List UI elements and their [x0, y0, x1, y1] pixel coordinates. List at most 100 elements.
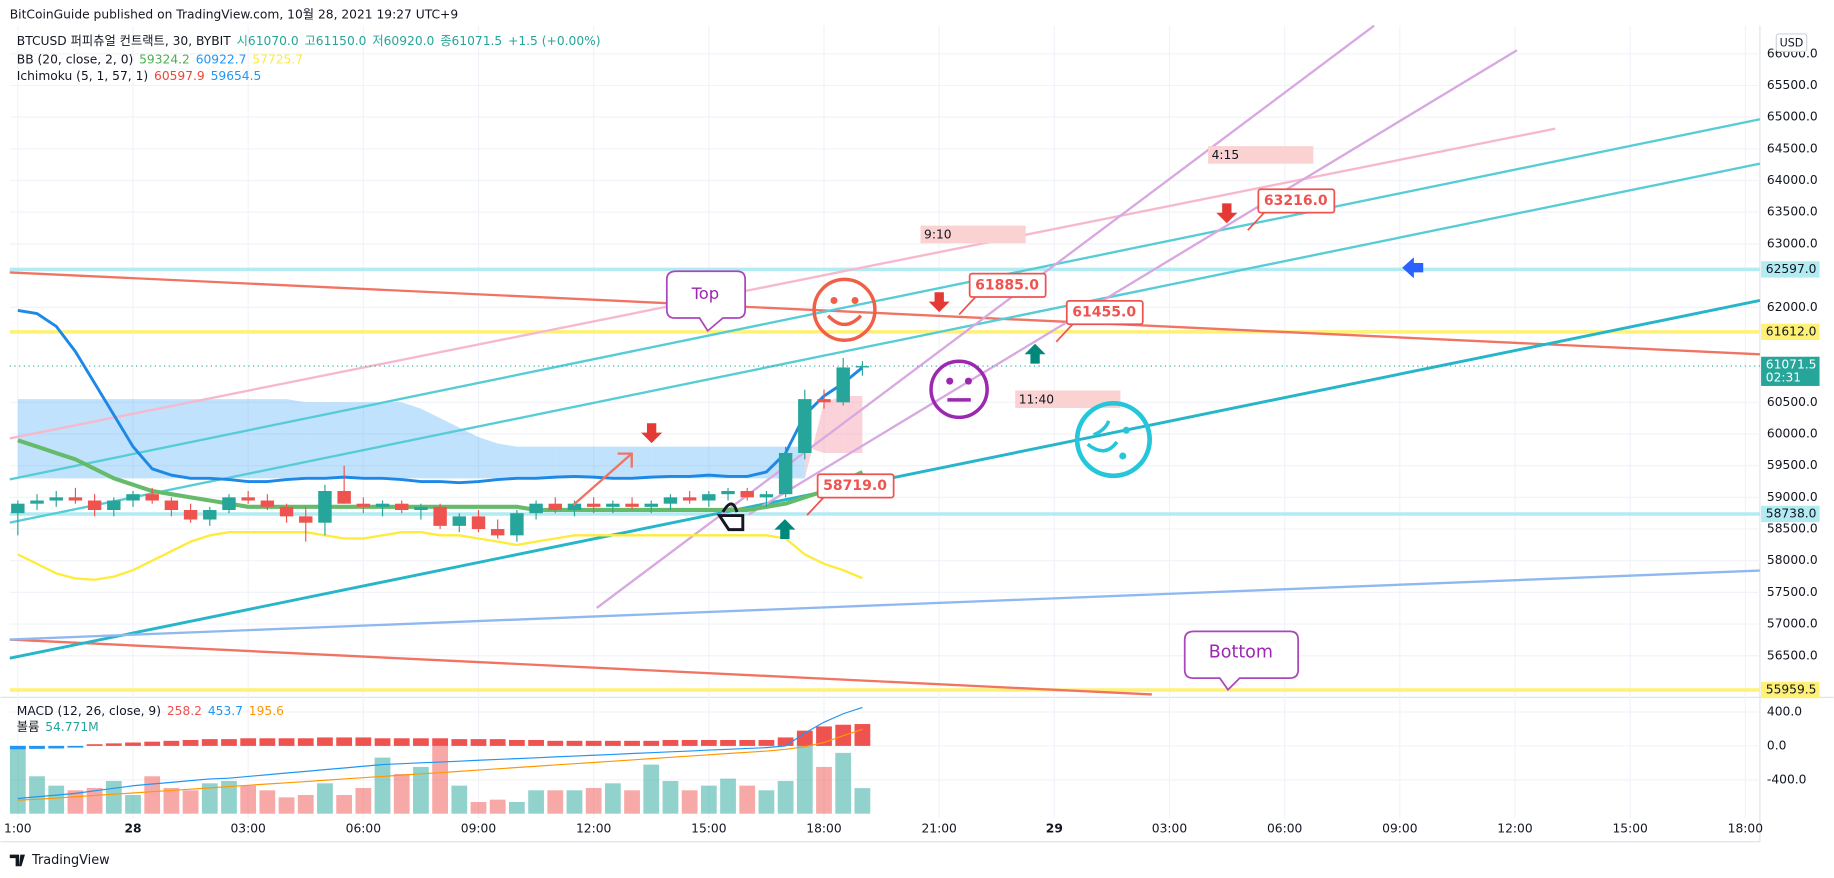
callout-label: 61885.0 — [975, 277, 1039, 293]
currency-box: USD — [1775, 33, 1808, 53]
callout-label: 61455.0 — [1072, 305, 1136, 321]
legend-value: 59324.2 — [139, 52, 190, 66]
candle-body — [759, 494, 774, 498]
cloud — [75, 399, 95, 479]
candle-body — [567, 503, 582, 511]
logo-text: TradingView — [31, 853, 110, 868]
x-tick-label: 03:00 — [230, 821, 265, 835]
volume-bar — [125, 794, 141, 814]
candle-body — [721, 491, 735, 495]
macd-histogram — [393, 738, 410, 746]
legend-value: 60922.7 — [196, 52, 247, 66]
legend-value: 59654.5 — [211, 68, 262, 82]
price-tag-label: 55959.5 — [1766, 683, 1817, 697]
y-tick-label: 59500.0 — [1767, 458, 1818, 472]
legend-value: 고61150.0 — [304, 33, 366, 47]
cloud — [171, 399, 191, 479]
y-tick-label: 65500.0 — [1767, 78, 1818, 92]
y-tick-label: 56500.0 — [1767, 648, 1818, 662]
candle-body — [663, 497, 678, 504]
macd-histogram — [67, 745, 84, 748]
volume-bar — [259, 790, 276, 814]
candle-body — [836, 367, 850, 403]
candle-body — [510, 513, 524, 536]
cloud — [190, 399, 210, 479]
macd-histogram — [317, 737, 333, 746]
candle-body — [145, 494, 159, 501]
volume-bar — [86, 787, 103, 814]
y-tick-label: 64500.0 — [1767, 141, 1818, 155]
legend-value: +1.5 (+0.00%) — [508, 33, 601, 47]
x-tick-label: 18:00 — [1728, 821, 1763, 835]
cloud — [670, 446, 690, 479]
macd-histogram — [355, 737, 372, 746]
candle-body — [107, 500, 121, 511]
cloud — [324, 402, 345, 479]
trendline — [9, 569, 1760, 641]
indicator-line — [17, 308, 864, 485]
volume-bar — [336, 794, 353, 814]
volume-bar — [432, 745, 449, 814]
y-tick-label: 58000.0 — [1767, 553, 1818, 567]
macd-histogram — [105, 743, 122, 746]
plot-area: 1:00 28 03:00 06:00 09:00 12:00 15:00 18:00 21:0… — [0, 24, 1834, 843]
emoji-happy — [812, 277, 877, 342]
candle-body — [644, 503, 658, 507]
drawings: 9:10 4:15 11:40 Top Bottom — [572, 146, 1424, 692]
volume-bar — [643, 764, 660, 814]
macd-histogram — [604, 740, 621, 746]
volume-bar — [374, 757, 391, 814]
candle-body — [798, 399, 812, 453]
volume-bar — [451, 785, 468, 814]
cloud — [651, 446, 671, 479]
legend-title: MACD (12, 26, close, 9) — [17, 703, 161, 717]
macd-histogram — [681, 739, 698, 746]
volume-bar — [796, 734, 813, 814]
emoji-dizzy — [1074, 401, 1152, 479]
cloud — [440, 418, 460, 479]
cloud — [536, 446, 556, 479]
candle-body — [817, 399, 831, 403]
candle-body — [586, 503, 601, 507]
candle-body — [855, 366, 870, 368]
macd-histogram — [796, 730, 813, 746]
y-tick-label: 57500.0 — [1767, 585, 1818, 599]
volume-bar — [163, 787, 180, 814]
macd-histogram — [451, 739, 468, 746]
volume-bar — [604, 783, 621, 814]
volume-bar — [662, 780, 679, 814]
y-tick-label: 63000.0 — [1767, 236, 1818, 250]
macd-histogram — [509, 739, 525, 746]
candle-body — [414, 506, 428, 511]
legend-title: Ichimoku (5, 1, 57, 1) — [17, 68, 148, 82]
time-note: 9:10 — [924, 227, 952, 241]
volume-bar — [317, 783, 333, 814]
x-tick-label: 12:00 — [576, 821, 611, 835]
candle-body — [183, 510, 198, 520]
macd-histogram — [528, 739, 544, 746]
candle-body — [49, 497, 63, 501]
legend: 볼륨 54.771M — [17, 720, 99, 734]
volume-bar — [854, 788, 871, 814]
macd-histogram — [240, 738, 257, 746]
candle-body — [164, 500, 179, 511]
emoji-neutral — [929, 359, 989, 420]
macd-histogram — [489, 739, 506, 746]
macd-histogram — [259, 738, 276, 746]
cloud — [574, 446, 594, 479]
y-tick-label: 63500.0 — [1767, 205, 1818, 219]
candle-body — [740, 491, 754, 498]
x-tick-label: 15:00 — [1612, 821, 1647, 835]
legend-value: 종61071.5 — [440, 33, 502, 47]
volume-bar — [835, 752, 852, 814]
x-tick-label: 09:00 — [1382, 821, 1417, 835]
currency-frame — [1775, 33, 1808, 53]
cloud — [133, 399, 153, 479]
down-arrow — [641, 423, 663, 444]
callout-pointer — [1247, 212, 1265, 231]
legend-value: 453.7 — [208, 703, 243, 717]
volume-bar — [182, 790, 199, 814]
macd-histogram — [86, 744, 103, 746]
down-arrow — [1216, 203, 1238, 224]
